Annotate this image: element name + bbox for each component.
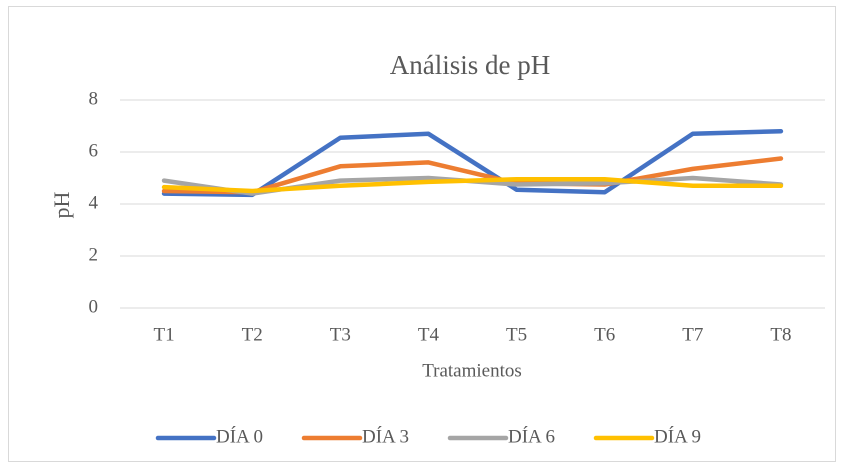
legend-label: DÍA 6 (508, 425, 555, 447)
y-tick-label: 6 (89, 140, 99, 161)
data-line (161, 128, 784, 198)
x-tick-label: T5 (506, 324, 527, 345)
y-tick-label: 8 (89, 88, 99, 109)
x-tick-label: T8 (770, 324, 791, 345)
x-tick-label: T4 (418, 324, 440, 345)
legend-label: DÍA 9 (654, 425, 701, 447)
y-tick-label: 4 (89, 192, 99, 213)
y-tick-label: 2 (89, 244, 99, 265)
x-axis-label: Tratamientos (422, 360, 522, 381)
x-tick-label: T1 (154, 324, 175, 345)
y-axis-label: pH (49, 191, 74, 218)
y-tick-label: 0 (89, 296, 99, 317)
x-tick-label: T2 (242, 324, 263, 345)
legend-label: DÍA 0 (216, 425, 263, 447)
legend-label: DÍA 3 (362, 425, 409, 447)
x-tick-label: T7 (682, 324, 703, 345)
data-line (161, 177, 784, 194)
chart-title: Análisis de pH (390, 50, 550, 80)
x-tick-label: T3 (330, 324, 351, 345)
x-tick-label: T6 (594, 324, 615, 345)
chart-frame (8, 6, 836, 462)
